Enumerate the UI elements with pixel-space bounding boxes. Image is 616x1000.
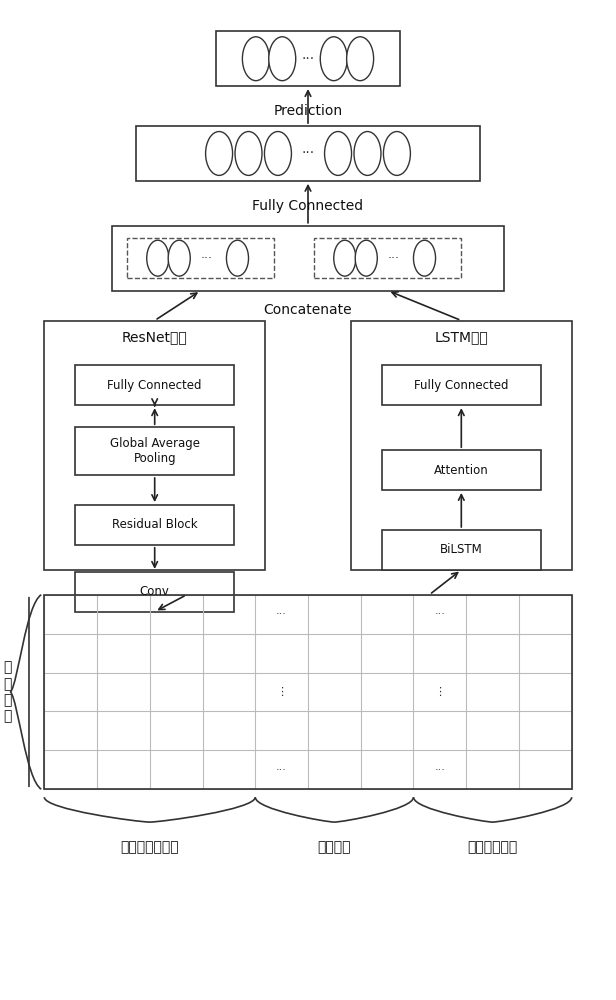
Text: ···: ··· [276, 609, 287, 619]
Text: 时
间
序
列: 时 间 序 列 [3, 661, 12, 723]
FancyBboxPatch shape [136, 126, 480, 181]
FancyBboxPatch shape [216, 31, 400, 86]
FancyBboxPatch shape [75, 365, 235, 405]
Text: ···: ··· [388, 252, 400, 265]
Text: Fully Connected: Fully Connected [107, 379, 202, 392]
Circle shape [383, 132, 410, 175]
Text: 气象预报数据: 气象预报数据 [468, 840, 517, 854]
Text: ⋮: ⋮ [276, 687, 287, 697]
FancyBboxPatch shape [381, 365, 541, 405]
Text: BiLSTM: BiLSTM [440, 543, 483, 556]
Text: Conv: Conv [140, 585, 169, 598]
Text: Fully Connected: Fully Connected [414, 379, 509, 392]
Circle shape [320, 37, 347, 81]
Text: LSTM分支: LSTM分支 [434, 330, 488, 344]
Circle shape [354, 132, 381, 175]
Text: Residual Block: Residual Block [112, 518, 198, 531]
Circle shape [227, 240, 248, 276]
Text: Prediction: Prediction [274, 104, 342, 118]
Circle shape [325, 132, 352, 175]
Text: ResNet分支: ResNet分支 [122, 330, 187, 344]
Circle shape [334, 240, 356, 276]
Text: 土壤含水量数据: 土壤含水量数据 [121, 840, 179, 854]
Text: ···: ··· [301, 146, 315, 160]
Text: ···: ··· [434, 609, 445, 619]
FancyBboxPatch shape [44, 321, 265, 570]
Text: ···: ··· [301, 52, 315, 66]
Circle shape [355, 240, 377, 276]
Text: 气象数据: 气象数据 [318, 840, 351, 854]
FancyBboxPatch shape [381, 530, 541, 570]
Text: ⋮: ⋮ [434, 687, 445, 697]
Text: Concatenate: Concatenate [264, 303, 352, 317]
Text: ···: ··· [434, 765, 445, 775]
Text: ···: ··· [276, 765, 287, 775]
Circle shape [206, 132, 233, 175]
FancyBboxPatch shape [127, 238, 274, 278]
Text: Fully Connected: Fully Connected [253, 199, 363, 213]
Circle shape [264, 132, 291, 175]
Circle shape [242, 37, 269, 81]
FancyBboxPatch shape [75, 572, 235, 612]
Circle shape [168, 240, 190, 276]
Text: ···: ··· [201, 252, 213, 265]
Circle shape [347, 37, 374, 81]
Text: Attention: Attention [434, 464, 488, 477]
Circle shape [235, 132, 262, 175]
Text: Global Average
Pooling: Global Average Pooling [110, 437, 200, 465]
Circle shape [413, 240, 436, 276]
FancyBboxPatch shape [75, 505, 235, 545]
Circle shape [269, 37, 296, 81]
Circle shape [147, 240, 169, 276]
FancyBboxPatch shape [111, 226, 505, 291]
FancyBboxPatch shape [351, 321, 572, 570]
FancyBboxPatch shape [75, 427, 235, 475]
FancyBboxPatch shape [381, 450, 541, 490]
FancyBboxPatch shape [314, 238, 461, 278]
